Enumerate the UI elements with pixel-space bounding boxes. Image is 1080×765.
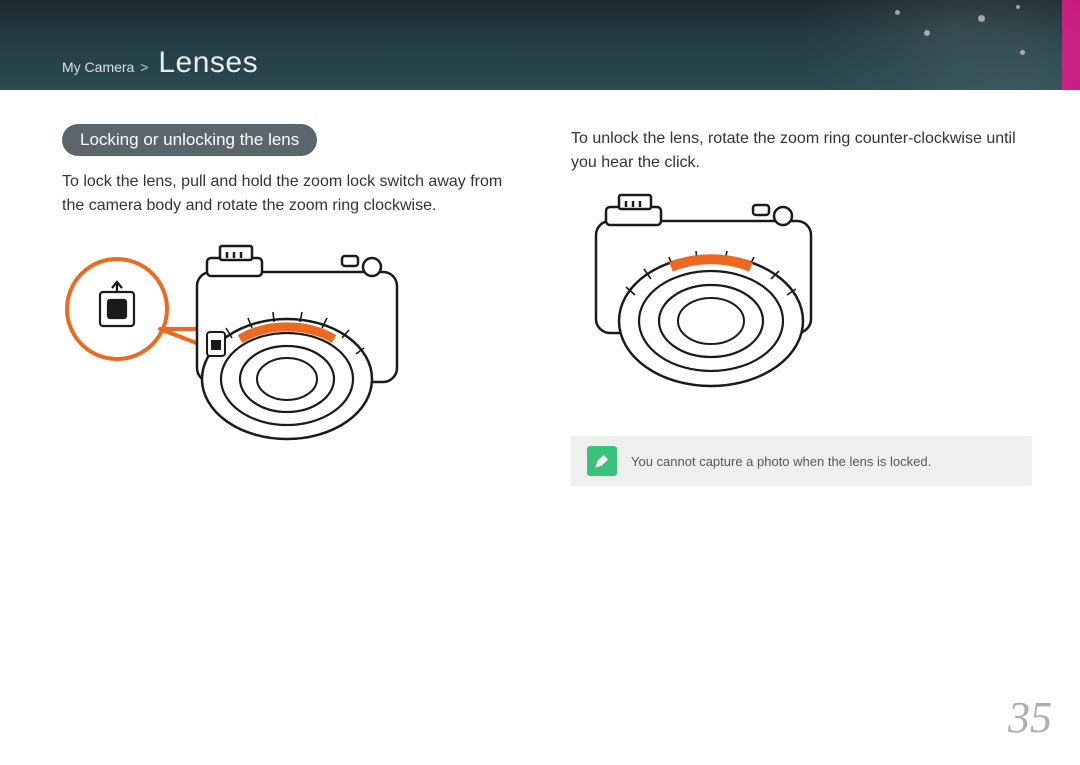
breadcrumb-parent: My Camera	[62, 59, 134, 75]
pen-icon	[587, 446, 617, 476]
figure-unlock	[571, 191, 1032, 406]
breadcrumb-separator: >	[140, 59, 148, 75]
page-title: Lenses	[158, 46, 258, 79]
breadcrumb: My Camera > Lenses	[62, 46, 258, 80]
note-text: You cannot capture a photo when the lens…	[631, 454, 931, 469]
decor-dot	[895, 10, 900, 15]
decor-dot	[1016, 5, 1020, 9]
figure-lock	[62, 234, 523, 469]
sidebar-tab-marker	[1062, 0, 1080, 90]
page-number: 35	[1008, 692, 1052, 743]
camera-unlock-illustration	[571, 191, 871, 401]
decor-dot	[978, 15, 985, 22]
camera-lock-illustration	[62, 234, 422, 464]
right-column: To unlock the lens, rotate the zoom ring…	[571, 124, 1032, 486]
decor-dot	[924, 30, 930, 36]
body-text: To unlock the lens, rotate the zoom ring…	[571, 127, 1032, 175]
content-area: Locking or unlocking the lens To lock th…	[0, 90, 1080, 486]
note-box: You cannot capture a photo when the lens…	[571, 436, 1032, 486]
left-column: Locking or unlocking the lens To lock th…	[62, 124, 523, 486]
decor-dot	[1020, 50, 1025, 55]
page-header: My Camera > Lenses	[0, 0, 1080, 90]
section-heading-pill: Locking or unlocking the lens	[62, 124, 317, 156]
body-text: To lock the lens, pull and hold the zoom…	[62, 170, 523, 218]
